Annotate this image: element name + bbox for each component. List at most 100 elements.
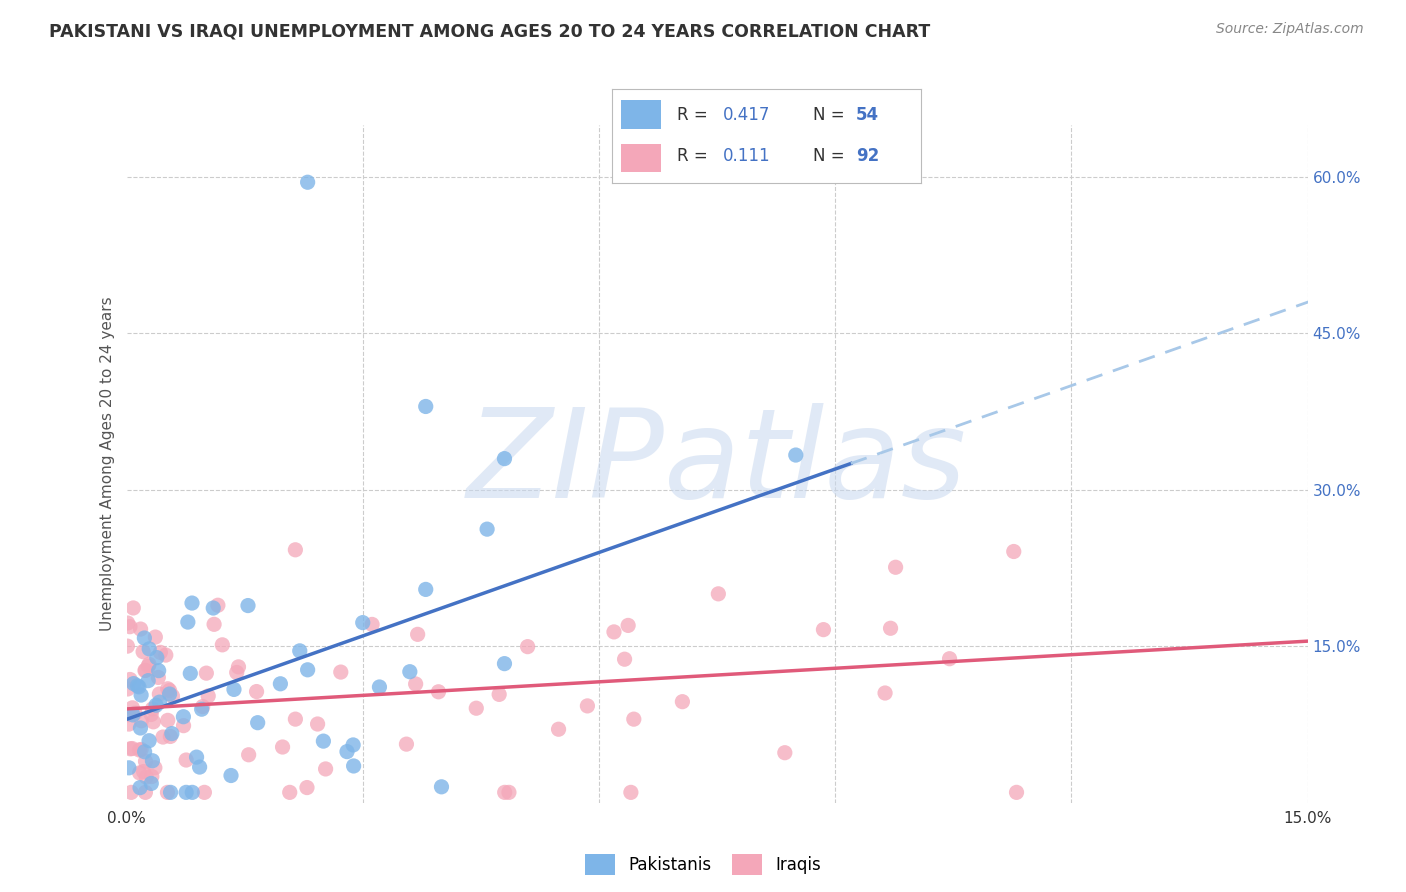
Point	[135, 664, 157, 678]
Point	[785, 448, 807, 462]
Point	[156, 681, 179, 696]
Point	[269, 677, 291, 691]
Point	[181, 785, 204, 799]
Point	[148, 687, 170, 701]
Point	[118, 761, 141, 775]
Point	[336, 745, 359, 759]
Point	[146, 650, 169, 665]
Point	[884, 560, 907, 574]
Point	[222, 682, 245, 697]
Point	[494, 451, 516, 466]
Point	[475, 522, 498, 536]
Point	[613, 652, 636, 666]
Text: 54: 54	[856, 106, 879, 124]
Point	[132, 645, 155, 659]
Point	[121, 701, 143, 715]
Point	[117, 707, 139, 722]
Point	[160, 726, 183, 740]
Point	[368, 680, 391, 694]
Point	[620, 785, 643, 799]
Point	[118, 673, 141, 687]
Point	[159, 785, 181, 799]
Point	[271, 739, 294, 754]
Point	[494, 785, 516, 799]
Point	[1005, 785, 1028, 799]
Point	[179, 666, 201, 681]
Point	[415, 400, 437, 414]
Point	[155, 648, 177, 662]
Point	[576, 698, 599, 713]
Point	[342, 738, 364, 752]
Point	[124, 706, 146, 721]
Point	[120, 785, 142, 799]
Point	[143, 630, 166, 644]
Point	[145, 698, 167, 713]
Point	[141, 702, 163, 716]
Point	[121, 741, 143, 756]
Point	[132, 764, 155, 779]
Point	[295, 780, 318, 795]
Point	[288, 644, 311, 658]
Point	[148, 695, 170, 709]
Bar	[621, 144, 661, 171]
Point	[138, 657, 160, 672]
Point	[245, 684, 267, 698]
Point	[129, 622, 152, 636]
Point	[117, 681, 139, 696]
Point	[159, 730, 181, 744]
Point	[135, 770, 157, 784]
Point	[193, 785, 215, 799]
Point	[191, 699, 214, 714]
Point	[128, 743, 150, 757]
Point	[173, 719, 195, 733]
Point	[813, 623, 835, 637]
Point	[129, 780, 152, 795]
Point	[938, 651, 960, 665]
Point	[195, 666, 218, 681]
Point	[219, 768, 242, 782]
Point	[202, 601, 225, 615]
Point	[547, 723, 569, 737]
Point	[122, 707, 145, 722]
Point	[136, 673, 159, 688]
Text: Source: ZipAtlas.com: Source: ZipAtlas.com	[1216, 22, 1364, 37]
Point	[134, 785, 156, 799]
Point	[174, 785, 197, 799]
Point	[202, 617, 225, 632]
Point	[225, 665, 247, 680]
Point	[148, 664, 170, 678]
Point	[117, 639, 139, 653]
Point	[427, 685, 450, 699]
Point	[430, 780, 453, 794]
Point	[873, 686, 896, 700]
Point	[398, 665, 420, 679]
Legend: Pakistanis, Iraqis: Pakistanis, Iraqis	[585, 855, 821, 875]
Point	[315, 762, 337, 776]
Point	[197, 689, 219, 703]
Point	[671, 695, 693, 709]
Point	[415, 582, 437, 597]
Point	[159, 687, 181, 701]
Point	[236, 599, 259, 613]
Point	[122, 601, 145, 615]
Point	[307, 717, 329, 731]
Text: N =: N =	[813, 147, 849, 165]
Point	[312, 734, 335, 748]
Point	[134, 745, 156, 759]
Point	[174, 753, 197, 767]
Point	[181, 596, 204, 610]
Point	[405, 677, 427, 691]
Point	[603, 624, 626, 639]
Point	[141, 776, 163, 790]
Point	[494, 657, 516, 671]
Point	[352, 615, 374, 630]
Bar	[621, 101, 661, 128]
Point	[238, 747, 260, 762]
Point	[395, 737, 418, 751]
Y-axis label: Unemployment Among Ages 20 to 24 years: Unemployment Among Ages 20 to 24 years	[100, 296, 115, 632]
Point	[361, 617, 384, 632]
Point	[120, 741, 142, 756]
Text: 0.111: 0.111	[723, 147, 770, 165]
Point	[188, 760, 211, 774]
Point	[134, 631, 156, 645]
